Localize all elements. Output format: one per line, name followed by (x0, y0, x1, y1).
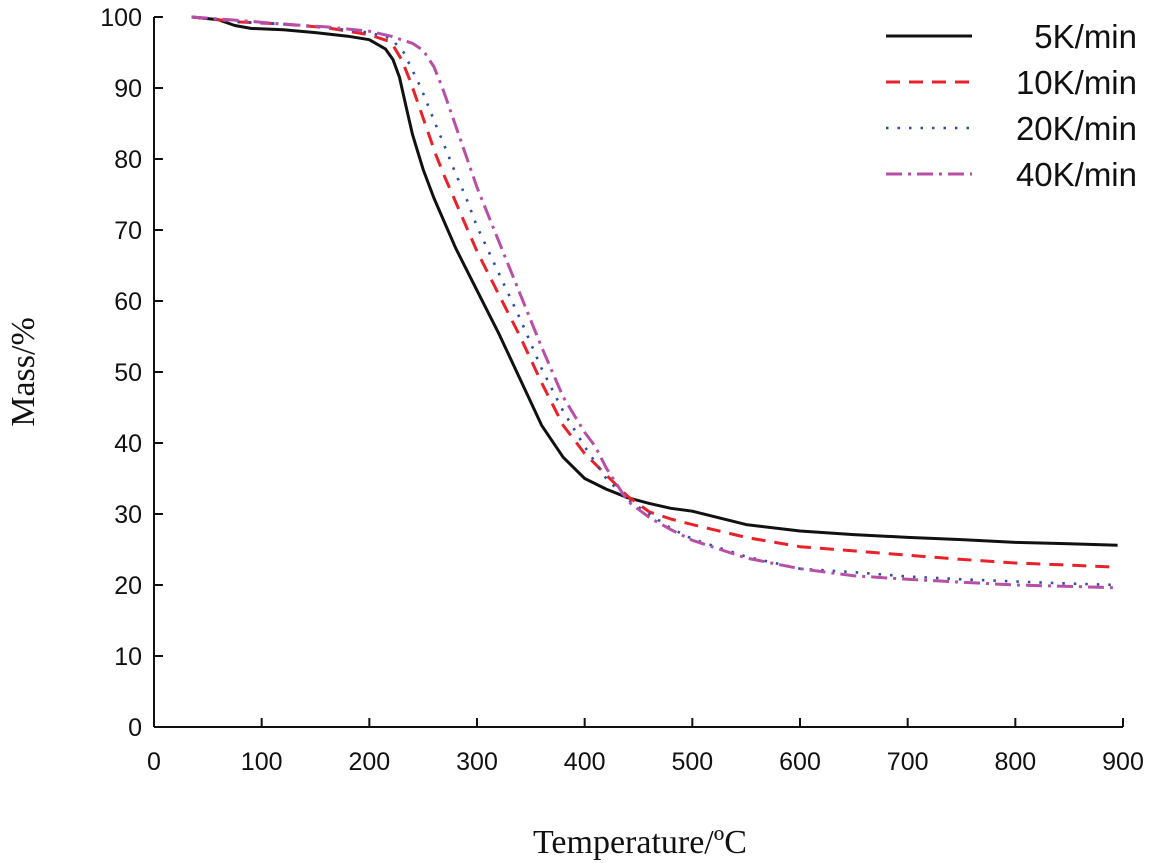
series-layer (191, 15, 1118, 590)
series-line-40k-min (191, 15, 1118, 590)
x-tick-label: 600 (779, 748, 821, 776)
x-tick-label: 400 (564, 748, 606, 776)
y-tick-label: 80 (114, 146, 142, 174)
y-tick-label: 90 (114, 75, 142, 103)
x-tick-label: 700 (887, 748, 929, 776)
y-tick-label: 70 (114, 217, 142, 245)
x-tick-label: 200 (348, 748, 390, 776)
series-line-5k-min (191, 15, 1118, 547)
x-tick-label: 500 (671, 748, 713, 776)
x-ticks: 0 100 200 300 400 500 600 700 800 900 (147, 718, 1144, 776)
y-tick-label: 30 (114, 501, 142, 529)
x-tick-label: 100 (241, 748, 283, 776)
legend-label: 20K/min (1016, 110, 1137, 147)
x-axis-title: Temperature/ºC (533, 824, 747, 861)
y-tick-label: 0 (128, 714, 142, 742)
y-tick-label: 60 (114, 288, 142, 316)
legend: 5K/min 10K/min 20K/min 40K/min (886, 18, 1137, 193)
y-tick-label: 10 (114, 643, 142, 671)
legend-label: 40K/min (1016, 156, 1137, 193)
y-tick-label: 50 (114, 359, 142, 387)
x-tick-label: 800 (994, 748, 1036, 776)
legend-label: 5K/min (1034, 18, 1137, 55)
x-tick-label: 0 (147, 748, 161, 776)
axes (153, 17, 1123, 728)
y-tick-label: 20 (114, 572, 142, 600)
y-ticks: 0 10 20 30 40 50 60 70 80 90 100 (100, 4, 163, 742)
series-line-20k-min (191, 15, 1118, 587)
x-tick-label: 300 (456, 748, 498, 776)
legend-label: 10K/min (1016, 64, 1137, 101)
y-tick-label: 100 (100, 4, 142, 32)
series-line-10k-min (191, 15, 1118, 569)
x-tick-label: 900 (1102, 748, 1144, 776)
y-axis-title: Mass/% (5, 317, 42, 427)
y-tick-label: 40 (114, 430, 142, 458)
